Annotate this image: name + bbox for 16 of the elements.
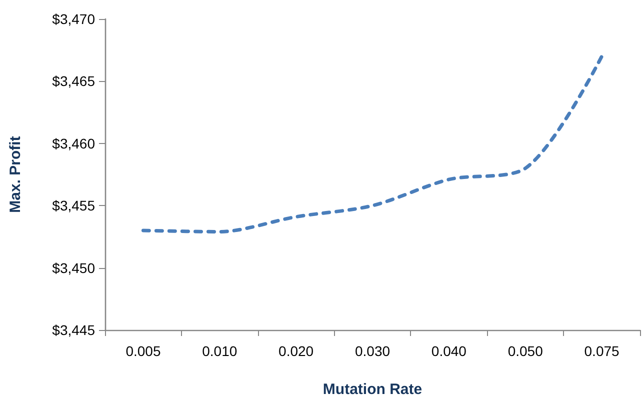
x-tick-label: 0.040: [431, 343, 467, 359]
x-tick-label: 0.030: [354, 343, 390, 359]
line-series: [141, 54, 604, 234]
y-tick-label: $3,455: [52, 198, 96, 214]
x-axis-title: Mutation Rate: [322, 381, 422, 398]
y-tick-label: $3,450: [52, 260, 96, 276]
y-tick-label: $3,445: [52, 322, 96, 338]
y-tick-label: $3,465: [52, 73, 96, 90]
x-tick-label: 0.010: [202, 343, 238, 359]
y-tick-label: $3,460: [52, 135, 96, 152]
x-tick-label: 0.005: [126, 343, 161, 359]
y-tick-label: $3,470: [52, 11, 96, 27]
x-tick-label: 0.075: [584, 343, 620, 359]
x-tick-label: 0.050: [508, 343, 544, 359]
x-tick-label: 0.020: [278, 343, 314, 359]
y-axis-title: Max. Profit: [7, 136, 24, 213]
